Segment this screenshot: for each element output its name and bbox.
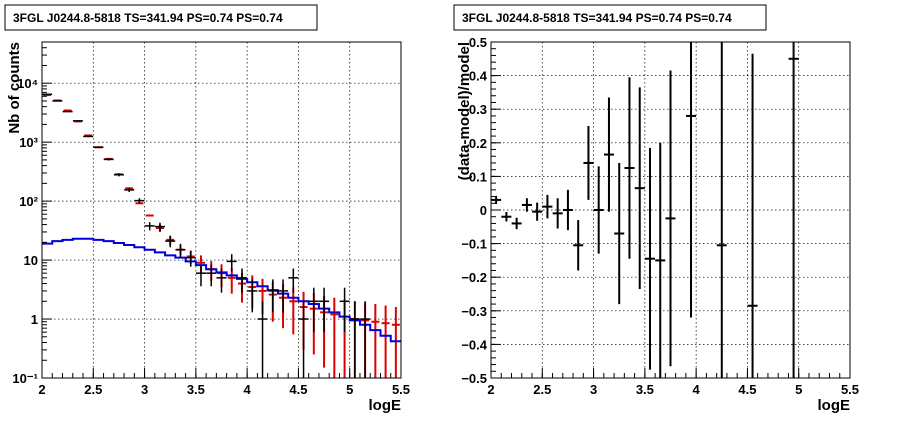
left-plot-frame <box>41 41 402 379</box>
left-model-points <box>43 94 400 378</box>
right-title-box <box>453 4 767 31</box>
x-tick-label: 3.5 <box>187 382 205 397</box>
y-tick-label: 0.1 <box>469 169 487 184</box>
y-tick-label: 0 <box>480 203 487 218</box>
y-tick-label: −0.1 <box>461 237 487 252</box>
x-tick-label: 4.5 <box>738 382 756 397</box>
x-tick-label: 5 <box>346 382 353 397</box>
y-tick-label: −0.2 <box>461 270 487 285</box>
right-gridlines <box>491 42 850 378</box>
left-component-histogram <box>42 237 401 343</box>
x-tick-label: 4 <box>693 382 701 397</box>
y-tick-label: 0.5 <box>469 35 487 50</box>
y-tick-label: 0.3 <box>469 102 487 117</box>
x-tick-label: 3 <box>141 382 148 397</box>
right-title: 3FGL J0244.8-5818 TS=341.94 PS=0.74 PS=0… <box>462 11 732 25</box>
x-tick-label: 3.5 <box>636 382 654 397</box>
left-x-axis-label: logE <box>369 397 402 414</box>
x-tick-label: 5.5 <box>392 382 410 397</box>
x-tick-label: 5.5 <box>841 382 859 397</box>
left-title-box <box>4 4 318 31</box>
y-tick-label: 10⁻¹ <box>12 371 38 386</box>
x-tick-label: 2 <box>38 382 45 397</box>
left-y-axis-label: Nb of counts <box>6 42 23 134</box>
left-gridlines <box>42 42 401 378</box>
y-tick-label: 0.4 <box>469 69 488 84</box>
left-data-points <box>42 93 371 378</box>
y-tick-label: −0.5 <box>461 371 487 386</box>
left-ticks: 2 2.5 3 3.5 4 4.5 5 5.5 10⁻¹ 1 10 10² 10³ 10⁴ <box>12 47 410 397</box>
component-step-line <box>42 237 401 343</box>
right-residual-points <box>491 42 799 378</box>
y-tick-label: 1 <box>31 312 38 327</box>
x-tick-label: 4.5 <box>289 382 307 397</box>
x-tick-label: 2.5 <box>84 382 102 397</box>
right-ticks: 2 2.5 3 3.5 4 4.5 5 5.5 −0.5 −0.4 −0.3 −0.2 −0.1 0 0.1… <box>461 35 859 397</box>
y-tick-label: 10⁴ <box>17 76 38 91</box>
right-x-axis-label: logE <box>818 397 851 414</box>
y-tick-label: 10² <box>19 194 38 209</box>
left-panel: 3FGL J0244.8-5818 TS=341.94 PS=0.74 PS=0… <box>4 4 410 414</box>
right-panel: 3FGL J0244.8-5818 TS=341.94 PS=0.74 PS=0… <box>453 4 859 414</box>
x-tick-label: 2.5 <box>533 382 551 397</box>
y-tick-label: 10³ <box>19 135 38 150</box>
y-tick-label: −0.4 <box>461 337 487 352</box>
y-tick-label: 0.2 <box>469 136 487 151</box>
x-tick-label: 4 <box>244 382 252 397</box>
y-tick-label: 10 <box>24 253 38 268</box>
y-tick-label: −0.3 <box>461 304 487 319</box>
right-y-axis-label: (data-model)/model <box>456 42 473 180</box>
x-tick-label: 3 <box>590 382 597 397</box>
x-tick-label: 5 <box>795 382 802 397</box>
x-tick-label: 2 <box>487 382 494 397</box>
left-title: 3FGL J0244.8-5818 TS=341.94 PS=0.74 PS=0… <box>13 11 283 25</box>
